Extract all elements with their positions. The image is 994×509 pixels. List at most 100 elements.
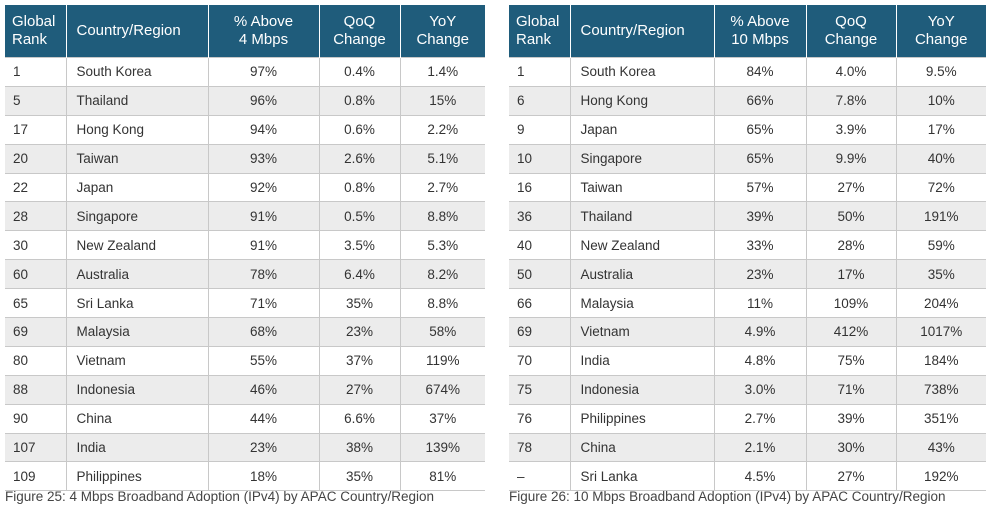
header-percent-above: % Above 10 Mbps xyxy=(714,5,807,58)
yoy-change-cell: 43% xyxy=(896,433,986,463)
table-row: – Sri Lanka 4.5% 27% 192% xyxy=(509,461,986,492)
header-global-rank: Global Rank xyxy=(509,5,571,58)
country-cell: South Korea xyxy=(66,57,209,87)
country-cell: India xyxy=(570,346,715,376)
header-global-rank: Global Rank xyxy=(5,5,67,58)
rank-cell: 109 xyxy=(5,461,67,492)
table-body: 1 South Korea 97% 0.4% 1.4% 5 Thailand 96% 0.8% 1… xyxy=(5,57,485,492)
qoq-change-cell: 2.6% xyxy=(319,144,401,174)
table-row: 30 New Zealand 91% 3.5% 5.3% xyxy=(5,230,485,261)
country-cell: India xyxy=(66,433,209,463)
qoq-change-cell: 6.6% xyxy=(319,404,401,434)
yoy-change-cell: 81% xyxy=(400,461,485,492)
table-row: 36 Thailand 39% 50% 191% xyxy=(509,201,986,232)
percent-above-cell: 4.8% xyxy=(714,346,807,376)
country-cell: Hong Kong xyxy=(66,115,209,145)
country-cell: Singapore xyxy=(66,201,209,232)
header-yoy-change: YoY Change xyxy=(896,5,986,58)
header-qoq-change: QoQ Change xyxy=(806,5,897,58)
yoy-change-cell: 674% xyxy=(400,375,485,405)
header-percent-above: % Above 4 Mbps xyxy=(208,5,320,58)
rank-cell: 70 xyxy=(509,346,571,376)
percent-above-cell: 96% xyxy=(208,86,320,116)
header-country-region: Country/Region xyxy=(570,5,715,58)
country-cell: Hong Kong xyxy=(570,86,715,116)
qoq-change-cell: 3.9% xyxy=(806,115,897,145)
percent-above-cell: 84% xyxy=(714,57,807,87)
country-cell: Sri Lanka xyxy=(570,461,715,492)
rank-cell: 28 xyxy=(5,201,67,232)
table-row: 5 Thailand 96% 0.8% 15% xyxy=(5,86,485,116)
qoq-change-cell: 109% xyxy=(806,288,897,319)
yoy-change-cell: 119% xyxy=(400,346,485,376)
yoy-change-cell: 351% xyxy=(896,404,986,434)
country-cell: South Korea xyxy=(570,57,715,87)
table-row: 6 Hong Kong 66% 7.8% 10% xyxy=(509,86,986,116)
table-row: 70 India 4.8% 75% 184% xyxy=(509,346,986,376)
rank-cell: 50 xyxy=(509,259,571,290)
qoq-change-cell: 0.8% xyxy=(319,86,401,116)
yoy-change-cell: 58% xyxy=(400,317,485,347)
figure-caption-26: Figure 26: 10 Mbps Broadband Adoption (I… xyxy=(509,489,946,504)
rank-cell: 66 xyxy=(509,288,571,319)
yoy-change-cell: 1017% xyxy=(896,317,986,347)
country-cell: Australia xyxy=(570,259,715,290)
table-row: 1 South Korea 84% 4.0% 9.5% xyxy=(509,57,986,87)
table-row: 69 Vietnam 4.9% 412% 1017% xyxy=(509,317,986,347)
percent-above-cell: 97% xyxy=(208,57,320,87)
rank-cell: 107 xyxy=(5,433,67,463)
table-row: 22 Japan 92% 0.8% 2.7% xyxy=(5,173,485,203)
rank-cell: 9 xyxy=(509,115,571,145)
qoq-change-cell: 30% xyxy=(806,433,897,463)
rank-cell: 30 xyxy=(5,230,67,261)
percent-above-cell: 66% xyxy=(714,86,807,116)
percent-above-cell: 91% xyxy=(208,201,320,232)
percent-above-cell: 65% xyxy=(714,144,807,174)
country-cell: Thailand xyxy=(66,86,209,116)
percent-above-cell: 78% xyxy=(208,259,320,290)
yoy-change-cell: 9.5% xyxy=(896,57,986,87)
rank-cell: 76 xyxy=(509,404,571,434)
table-row: 88 Indonesia 46% 27% 674% xyxy=(5,375,485,405)
qoq-change-cell: 4.0% xyxy=(806,57,897,87)
yoy-change-cell: 10% xyxy=(896,86,986,116)
percent-above-cell: 68% xyxy=(208,317,320,347)
qoq-change-cell: 3.5% xyxy=(319,230,401,261)
percent-above-cell: 57% xyxy=(714,173,807,203)
country-cell: Indonesia xyxy=(570,375,715,405)
percent-above-cell: 39% xyxy=(714,201,807,232)
rank-cell: 17 xyxy=(5,115,67,145)
country-cell: Taiwan xyxy=(570,173,715,203)
percent-above-cell: 46% xyxy=(208,375,320,405)
table-row: 10 Singapore 65% 9.9% 40% xyxy=(509,144,986,174)
country-cell: Indonesia xyxy=(66,375,209,405)
percent-above-cell: 94% xyxy=(208,115,320,145)
country-cell: China xyxy=(66,404,209,434)
table-row: 107 India 23% 38% 139% xyxy=(5,433,485,463)
table-4mbps-panel: Global Rank Country/Region % Above 4 Mbps … xyxy=(5,5,485,492)
percent-above-cell: 55% xyxy=(208,346,320,376)
rank-cell: 16 xyxy=(509,173,571,203)
country-cell: Australia xyxy=(66,259,209,290)
country-cell: New Zealand xyxy=(66,230,209,261)
country-cell: Vietnam xyxy=(570,317,715,347)
qoq-change-cell: 71% xyxy=(806,375,897,405)
yoy-change-cell: 8.8% xyxy=(400,288,485,319)
rank-cell: 40 xyxy=(509,230,571,261)
rank-cell: 90 xyxy=(5,404,67,434)
yoy-change-cell: 8.8% xyxy=(400,201,485,232)
rank-cell: 5 xyxy=(5,86,67,116)
yoy-change-cell: 5.1% xyxy=(400,144,485,174)
percent-above-cell: 92% xyxy=(208,173,320,203)
adoption-table-4mbps: Global Rank Country/Region % Above 4 Mbps … xyxy=(5,5,485,492)
country-cell: Philippines xyxy=(570,404,715,434)
percent-above-cell: 23% xyxy=(714,259,807,290)
yoy-change-cell: 204% xyxy=(896,288,986,319)
figure-caption-25: Figure 25: 4 Mbps Broadband Adoption (IP… xyxy=(5,489,434,504)
percent-above-cell: 44% xyxy=(208,404,320,434)
qoq-change-cell: 17% xyxy=(806,259,897,290)
percent-above-cell: 33% xyxy=(714,230,807,261)
table-row: 90 China 44% 6.6% 37% xyxy=(5,404,485,434)
rank-cell: 69 xyxy=(509,317,571,347)
rank-cell: 10 xyxy=(509,144,571,174)
